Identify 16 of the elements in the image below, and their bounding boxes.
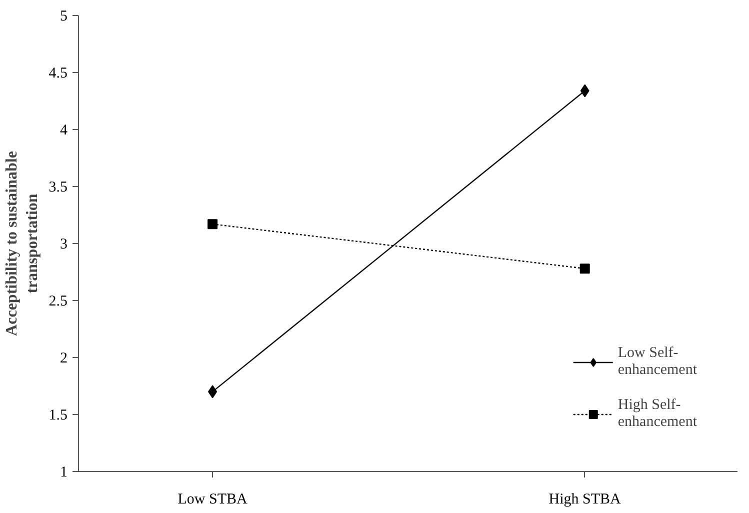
y-tick-label: 2.5 — [48, 294, 68, 310]
legend-label: High Self-enhancement — [618, 397, 697, 431]
x-tick-label: Low STBA — [178, 492, 248, 508]
y-tick-label: 5 — [60, 8, 68, 24]
y-tick-label: 3 — [60, 236, 68, 252]
point — [208, 219, 218, 230]
y-tick-label: 4 — [60, 122, 68, 138]
y-tick-label: 3.5 — [48, 180, 68, 196]
legend-label: Low Self-enhancement — [618, 345, 697, 379]
x-tick-label: High STBA — [548, 492, 622, 508]
y-tick-label: 2 — [60, 350, 68, 366]
y-axis-title: Acceptibility to sustainable transportation — [3, 151, 41, 336]
y-tick-label: 1.5 — [48, 408, 68, 424]
y-tick-label: 4.5 — [48, 66, 68, 82]
y-tick-label: 1 — [60, 464, 68, 480]
point — [580, 264, 590, 274]
